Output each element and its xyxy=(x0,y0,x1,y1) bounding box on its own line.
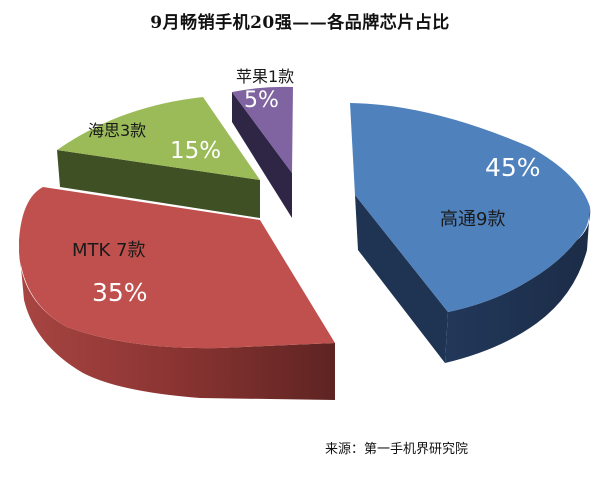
percent-qualcomm: 45% xyxy=(485,153,541,182)
slice-qualcomm[interactable] xyxy=(350,103,591,363)
label-mtk: MTK 7款 xyxy=(72,240,146,261)
label-qualcomm: 高通9款 xyxy=(440,209,506,230)
percent-hisilicon: 15% xyxy=(170,138,222,164)
label-apple: 苹果1款 xyxy=(236,67,295,86)
slice-mtk[interactable] xyxy=(18,187,335,400)
source-note: 来源：第一手机界研究院 xyxy=(325,442,469,457)
percent-mtk: 35% xyxy=(92,278,148,307)
label-hisilicon: 海思3款 xyxy=(88,121,147,140)
slice-hisilicon[interactable] xyxy=(57,97,260,218)
slice-apple[interactable] xyxy=(232,86,293,218)
chart-title: 9月畅销手机20强——各品牌芯片占比 xyxy=(150,13,450,33)
percent-apple: 5% xyxy=(244,88,279,113)
